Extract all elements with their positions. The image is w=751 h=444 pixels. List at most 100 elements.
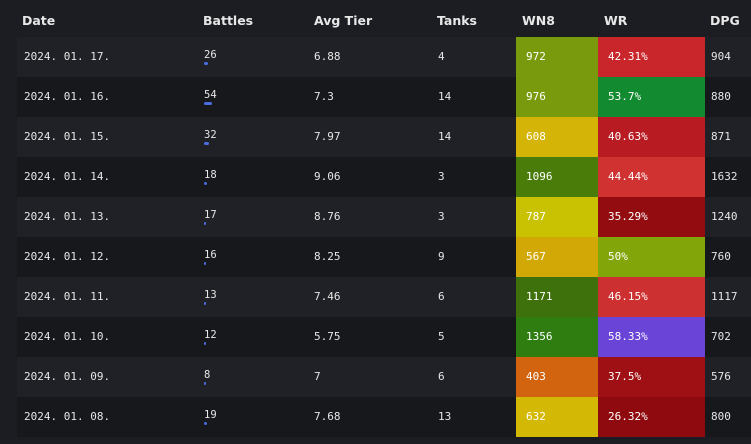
- dpg-cell: 1632: [711, 170, 738, 183]
- tanks-cell: 6: [438, 290, 445, 303]
- battles-bar: [204, 302, 206, 305]
- dpg-cell: 760: [711, 250, 731, 263]
- avg-tier-cell: 7.97: [314, 130, 341, 143]
- wr-cell: 40.63%: [598, 117, 705, 157]
- date-cell: 2024. 01. 16.: [24, 90, 111, 103]
- table-row[interactable]: 2024. 01. 09. 8 7 6 403 37.5% 576: [17, 357, 751, 397]
- wn8-cell: 403: [516, 357, 598, 397]
- wr-cell: 53.7%: [598, 77, 705, 117]
- table-row[interactable]: 2024. 01. 10. 12 5.75 5 1356 58.33% 702: [17, 317, 751, 357]
- battles-count: 16: [204, 249, 217, 261]
- wn8-cell: 567: [516, 237, 598, 277]
- tanks-cell: 9: [438, 250, 445, 263]
- tanks-cell: 14: [438, 90, 452, 103]
- battles-bar: [204, 62, 208, 65]
- avg-tier-cell: 5.75: [314, 330, 341, 343]
- tanks-cell: 13: [438, 410, 452, 423]
- wn8-cell: 787: [516, 197, 598, 237]
- date-cell: 2024. 01. 12.: [24, 250, 111, 263]
- wn8-cell: 632: [516, 397, 598, 437]
- battles-cell: 8: [204, 369, 210, 409]
- battles-count: 17: [204, 209, 217, 221]
- table-header: Date Battles Avg Tier Tanks WN8 WR DPG: [0, 0, 751, 37]
- table-row[interactable]: 2024. 01. 11. 13 7.46 6 1171 46.15% 1117: [17, 277, 751, 317]
- battles-count: 18: [204, 169, 217, 181]
- dpg-cell: 800: [711, 410, 731, 423]
- date-cell: 2024. 01. 17.: [24, 50, 111, 63]
- column-header-wr[interactable]: WR: [604, 13, 628, 28]
- column-header-battles[interactable]: Battles: [203, 13, 254, 28]
- date-cell: 2024. 01. 14.: [24, 170, 111, 183]
- battles-bar: [204, 102, 212, 105]
- table-row[interactable]: 2024. 01. 14. 18 9.06 3 1096 44.44% 1632: [17, 157, 751, 197]
- date-cell: 2024. 01. 09.: [24, 370, 111, 383]
- battles-bar: [204, 142, 209, 145]
- column-header-wn8[interactable]: WN8: [522, 13, 555, 28]
- date-cell: 2024. 01. 10.: [24, 330, 111, 343]
- battles-bar: [204, 382, 206, 385]
- table-row[interactable]: 2024. 01. 13. 17 8.76 3 787 35.29% 1240: [17, 197, 751, 237]
- dpg-cell: 904: [711, 50, 731, 63]
- wr-cell: 44.44%: [598, 157, 705, 197]
- tanks-cell: 6: [438, 370, 445, 383]
- dpg-cell: 871: [711, 130, 731, 143]
- battles-bar: [204, 422, 207, 425]
- avg-tier-cell: 7: [314, 370, 321, 383]
- column-header-tanks[interactable]: Tanks: [437, 13, 478, 28]
- wr-cell: 37.5%: [598, 357, 705, 397]
- battles-bar: [204, 222, 206, 225]
- table-row[interactable]: 2024. 01. 12. 16 8.25 9 567 50% 760: [17, 237, 751, 277]
- battles-count: 12: [204, 329, 217, 341]
- wr-cell: 26.32%: [598, 397, 705, 437]
- table-row[interactable]: 2024. 01. 08. 19 7.68 13 632 26.32% 800: [17, 397, 751, 437]
- date-cell: 2024. 01. 11.: [24, 290, 111, 303]
- dpg-cell: 702: [711, 330, 731, 343]
- wn8-cell: 972: [516, 37, 598, 77]
- battles-cell: 16: [204, 249, 217, 289]
- date-cell: 2024. 01. 08.: [24, 410, 111, 423]
- table-row[interactable]: 2024. 01. 17. 26 6.88 4 972 42.31% 904: [17, 37, 751, 77]
- wr-cell: 46.15%: [598, 277, 705, 317]
- column-header-avg-tier[interactable]: Avg Tier: [314, 13, 373, 28]
- battles-count: 54: [204, 89, 217, 101]
- avg-tier-cell: 8.76: [314, 210, 341, 223]
- battles-cell: 17: [204, 209, 217, 249]
- avg-tier-cell: 9.06: [314, 170, 341, 183]
- wn8-cell: 1171: [516, 277, 598, 317]
- battles-cell: 54: [204, 89, 217, 129]
- wr-cell: 50%: [598, 237, 705, 277]
- wr-cell: 35.29%: [598, 197, 705, 237]
- avg-tier-cell: 7.46: [314, 290, 341, 303]
- tanks-cell: 3: [438, 210, 445, 223]
- wn8-cell: 608: [516, 117, 598, 157]
- battles-count: 13: [204, 289, 217, 301]
- wr-cell: 42.31%: [598, 37, 705, 77]
- column-header-dpg[interactable]: DPG: [710, 13, 740, 28]
- wr-cell: 58.33%: [598, 317, 705, 357]
- battles-count: 32: [204, 129, 217, 141]
- avg-tier-cell: 6.88: [314, 50, 341, 63]
- battles-bar: [204, 262, 206, 265]
- dpg-cell: 1240: [711, 210, 738, 223]
- tanks-cell: 3: [438, 170, 445, 183]
- wn8-cell: 976: [516, 77, 598, 117]
- battles-cell: 19: [204, 409, 217, 444]
- date-cell: 2024. 01. 15.: [24, 130, 111, 143]
- tanks-cell: 5: [438, 330, 445, 343]
- avg-tier-cell: 7.68: [314, 410, 341, 423]
- battles-cell: 26: [204, 49, 217, 89]
- table-row[interactable]: 2024. 01. 16. 54 7.3 14 976 53.7% 880: [17, 77, 751, 117]
- date-cell: 2024. 01. 13.: [24, 210, 111, 223]
- column-header-date[interactable]: Date: [22, 13, 56, 28]
- wn8-cell: 1096: [516, 157, 598, 197]
- avg-tier-cell: 8.25: [314, 250, 341, 263]
- battles-cell: 32: [204, 129, 217, 169]
- battles-count: 8: [204, 369, 211, 381]
- battles-cell: 13: [204, 289, 217, 329]
- battles-cell: 12: [204, 329, 217, 369]
- dpg-cell: 1117: [711, 290, 738, 303]
- table-row[interactable]: 2024. 01. 15. 32 7.97 14 608 40.63% 871: [17, 117, 751, 157]
- dpg-cell: 576: [711, 370, 731, 383]
- battles-count: 26: [204, 49, 217, 61]
